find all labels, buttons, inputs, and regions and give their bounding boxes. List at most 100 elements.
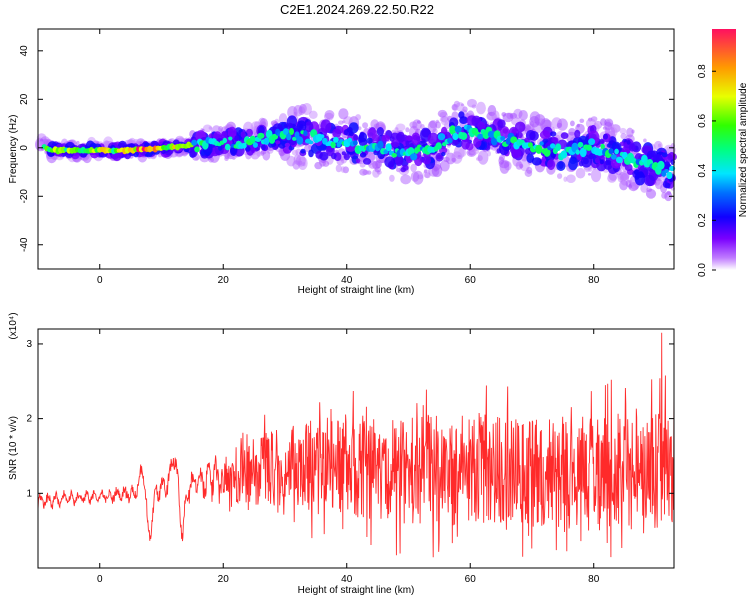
spectrogram-core-cell (539, 141, 544, 146)
spectrogram-body-cell (296, 120, 307, 133)
spectrogram-halo-cell (587, 173, 592, 176)
snr-y-tick-label: 2 (26, 414, 32, 425)
spectrogram-core-cell (271, 133, 279, 140)
spectrogram-body-cell (556, 161, 566, 171)
spectrogram-core-cell (435, 142, 442, 150)
spectrogram-halo-cell (600, 118, 607, 126)
spectrogram-halo-cell (416, 120, 421, 124)
spectrogram-core-cell (555, 143, 562, 151)
spectrogram-halo-cell (524, 169, 533, 177)
spectrogram-halo-cell (607, 173, 617, 183)
snr-frame (37, 328, 675, 569)
spectrogram-core-cell (241, 142, 247, 149)
spectrogram-halo-cell (620, 173, 630, 186)
spectrogram-core-cell (664, 169, 669, 173)
spectrogram-halo-cell (570, 120, 575, 127)
spectrogram-core-cell (249, 135, 256, 144)
spectrogram-core-cell (385, 143, 392, 152)
spectrogram-core-cell (500, 136, 506, 141)
spectrogram-core-cell (527, 142, 533, 148)
spectrogram-core-cell (383, 149, 389, 154)
spectrogram-halo-cell (338, 108, 349, 120)
spectrogram-body-cell (240, 131, 246, 138)
spectrogram-core-cell (447, 137, 453, 144)
spectrogram-halo-cell (631, 186, 636, 192)
spectrogram-body-cell (427, 132, 439, 145)
spectrogram-body-cell (626, 139, 631, 145)
spectrogram-halo-cell (666, 190, 671, 195)
spectrogram-body-cell (441, 151, 446, 157)
spectrogram-body-cell (581, 154, 592, 168)
spectrogram-halo-cell (76, 140, 80, 146)
spectrogram-halo-cell (487, 151, 491, 157)
spectrogram-body-cell (603, 133, 608, 140)
spectrogram-body-cell (245, 128, 253, 138)
spectrogram-body-cell (221, 130, 228, 140)
spectrogram-core-cell (577, 141, 584, 148)
spectrogram-halo-cell (579, 118, 585, 124)
spectrogram-body-cell (319, 151, 329, 161)
spectrogram-body-cell (497, 119, 506, 128)
spectrogram-halo-cell (423, 169, 428, 174)
spectrogram-core-cell (452, 132, 459, 141)
spectrogram-halo-cell (355, 114, 361, 121)
spectrogram-body-cell (661, 152, 668, 158)
spectrogram-core-cell (228, 136, 233, 141)
spectrogram-body-cell (300, 148, 306, 154)
spectrogram-body-cell (473, 137, 482, 148)
spectrogram-halo-cell (389, 174, 395, 182)
colorbar-label: Normalized spectral amplitude (738, 82, 749, 217)
spectrogram-halo-cell (338, 120, 344, 125)
spectrogram-core-cell (222, 137, 228, 144)
spectrogram-halo-cell (437, 109, 448, 118)
spectrogram-body-cell (362, 158, 372, 165)
spectrogram-body-cell (357, 135, 364, 143)
spectrogram-core-cell (296, 136, 304, 145)
spectrogram-core-cell (550, 143, 556, 149)
figure-title: C2E1.2024.269.22.50.R22 (280, 2, 434, 17)
spectrogram-halo-cell (295, 154, 306, 167)
spectrogram-halo-cell (476, 101, 486, 115)
spectrogram-halo-cell (453, 100, 460, 108)
spectrogram-halo-cell (518, 110, 528, 121)
spectrogram-core-cell (600, 143, 605, 150)
spectrogram-body-cell (244, 146, 251, 152)
spectrogram-y-tick-label: 40 (19, 45, 30, 57)
spectrogram-core-cell (333, 136, 339, 143)
spectrogram-body-cell (384, 156, 396, 168)
spectrogram-halo-cell (286, 155, 296, 167)
spectrogram-halo-cell (324, 112, 334, 121)
spectrogram-core-cell (377, 140, 384, 149)
spectrogram-body-cell (539, 130, 551, 140)
spectrogram-core-cell (449, 125, 456, 135)
spectrogram-x-tick-label: 60 (465, 275, 477, 286)
colorbar-gradient (712, 29, 736, 270)
spectrogram-halo-cell (620, 133, 627, 140)
spectrogram-body-cell (422, 156, 432, 165)
spectrogram-halo-cell (619, 127, 627, 135)
spectrogram-core-cell (560, 150, 568, 159)
spectrogram-halo-cell (400, 174, 412, 185)
spectrogram-core-cell (294, 131, 300, 139)
spectrogram-halo-cell (471, 104, 477, 109)
spectrogram-core-cell (657, 160, 665, 170)
spectrogram-halo-cell (394, 127, 399, 132)
spectrogram-halo-cell (440, 160, 450, 172)
spectrogram-body-cell (258, 125, 265, 135)
spectrogram-core-cell (477, 133, 484, 140)
spectrogram-body-cell (624, 163, 633, 171)
spectrogram-core-cell (610, 154, 617, 160)
spectrogram-core-cell (666, 171, 673, 180)
spectrogram-body-cell (595, 157, 600, 164)
spectrogram-core-cell (510, 136, 518, 144)
colorbar-tick-label: 0.6 (697, 114, 708, 128)
spectrogram-core-cell (194, 146, 200, 153)
spectrogram-halo-cell (232, 157, 236, 160)
spectrogram-halo-cell (362, 122, 369, 129)
colorbar-ticks: 0.0 0.2 0.4 0.6 0.8 (697, 64, 716, 277)
spectrogram-core-cell (410, 153, 418, 161)
spectrogram-core-cell (491, 136, 498, 146)
spectrogram-body-cell (560, 132, 569, 140)
spectrogram-halo-cell (476, 157, 480, 161)
spectrogram-body-cell (348, 131, 354, 137)
